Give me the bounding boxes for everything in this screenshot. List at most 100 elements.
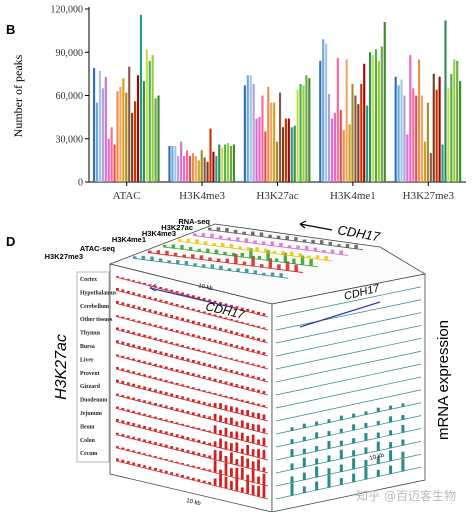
bar <box>264 131 267 182</box>
top-track-peak <box>191 254 195 259</box>
front-track-peak <box>257 424 260 432</box>
front-track-peak <box>137 293 141 296</box>
front-track-peak <box>224 441 228 449</box>
front-track-peak <box>175 461 179 463</box>
front-track-peak <box>219 450 222 461</box>
top-track-peak <box>219 265 223 270</box>
panel-b-label: B <box>6 22 16 37</box>
right-track-peak <box>339 428 343 434</box>
front-track-peak <box>175 343 179 346</box>
bar <box>403 95 406 182</box>
right-track-peak <box>315 466 319 478</box>
bar <box>278 92 282 182</box>
front-track-peak <box>257 449 260 458</box>
bar <box>168 145 171 182</box>
tissue-label: Jejunum <box>80 411 102 417</box>
top-track-peak <box>285 261 290 271</box>
front-track-peak <box>126 421 130 425</box>
front-track-peak <box>235 459 239 465</box>
tissue-label: Provent <box>80 371 100 377</box>
top-track-peak <box>227 268 232 271</box>
front-track-peak <box>208 324 212 328</box>
front-track-peak <box>175 316 179 319</box>
front-track-peak <box>126 461 130 464</box>
right-track-peak <box>302 423 306 429</box>
front-track-peak <box>159 390 163 394</box>
front-track-peak <box>230 397 233 399</box>
front-track-peak <box>246 422 250 429</box>
front-track-peak <box>164 288 168 290</box>
top-track-peak <box>289 251 294 256</box>
top-track-peak <box>268 258 273 269</box>
front-track-peak <box>126 343 130 346</box>
front-track-peak <box>251 424 255 430</box>
top-track-peak <box>223 251 227 255</box>
front-track-peak <box>181 370 184 373</box>
front-track-peak <box>208 482 212 485</box>
top-track-peak <box>249 248 253 258</box>
front-track-peak <box>213 450 217 460</box>
front-track-peak <box>197 388 201 390</box>
front-track-peak <box>154 285 157 288</box>
front-track-peak <box>208 299 212 302</box>
top-track-peak <box>345 243 350 248</box>
front-gene-arrow-icon <box>149 283 157 292</box>
front-track-peak <box>240 333 244 336</box>
right-track-peak <box>327 455 331 462</box>
front-track-peak <box>143 386 146 390</box>
front-track-peak <box>159 365 163 368</box>
top-track-label: H3K4me3 <box>142 229 176 238</box>
bar <box>131 112 134 182</box>
bar <box>450 73 453 182</box>
bar <box>116 91 119 182</box>
front-track-peak <box>257 350 260 354</box>
front-track-peak <box>126 278 130 280</box>
front-track-peak <box>246 374 250 377</box>
top-track-peak <box>233 229 238 234</box>
bar <box>366 105 369 182</box>
bar <box>267 86 270 182</box>
front-track-peak <box>202 415 206 418</box>
top-track-peak <box>251 255 255 266</box>
front-track-peak <box>159 430 163 433</box>
bar <box>351 83 354 182</box>
front-track-peak <box>116 327 119 330</box>
front-track-peak <box>213 425 217 434</box>
right-track-peak <box>302 457 306 468</box>
top-track-label: ATAC-seq <box>80 244 116 253</box>
right-track-peak <box>315 421 319 426</box>
right-axis-title: mRNA expression <box>435 320 452 440</box>
front-track-peak <box>208 469 212 471</box>
front-track-peak <box>116 458 119 461</box>
front-track-peak <box>230 417 233 425</box>
front-track-peak <box>121 341 125 345</box>
tissue-label: Cerebellum <box>80 304 109 310</box>
top-track-peak <box>283 252 288 263</box>
front-track-peak <box>213 326 217 329</box>
front-track-peak <box>175 291 179 293</box>
front-track-peak <box>175 304 179 306</box>
front-track-peak <box>251 375 255 378</box>
bar <box>93 68 96 182</box>
front-track-peak <box>126 330 130 333</box>
right-gene-line <box>299 301 381 328</box>
right-track-peak <box>401 439 405 446</box>
panel-d-label: D <box>6 234 16 249</box>
front-track-peak <box>148 387 152 391</box>
right-track-peak <box>352 458 356 470</box>
front-track-peak <box>257 413 260 419</box>
bar <box>438 76 441 182</box>
top-track-peak <box>251 231 255 236</box>
bar <box>276 141 279 182</box>
right-track-peak <box>290 427 294 431</box>
front-track-peak <box>262 437 266 446</box>
front-track-peak <box>159 378 163 381</box>
front-track-peak <box>186 332 190 335</box>
front-track-peak <box>175 434 179 437</box>
right-track-peak <box>364 447 368 454</box>
bar <box>444 20 447 183</box>
bar <box>322 39 325 183</box>
top-track-peak <box>229 243 234 248</box>
top-track-peak <box>133 256 137 259</box>
front-track-peak <box>164 458 168 461</box>
